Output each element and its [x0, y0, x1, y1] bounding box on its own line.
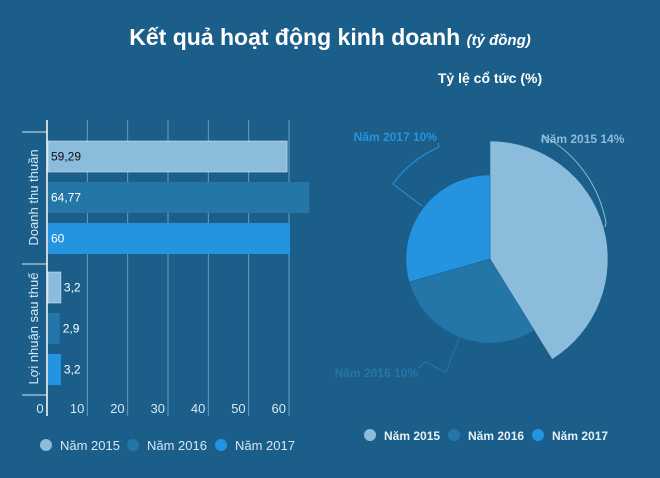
- title-text: Kết quả hoạt động kinh doanh: [129, 24, 461, 50]
- bar: [48, 182, 310, 213]
- x-tick-label: 10: [70, 401, 84, 416]
- pie-slice: [489, 140, 609, 360]
- legend-label: Năm 2017: [235, 438, 295, 453]
- legend-marker: [127, 439, 139, 451]
- pie-slice: [405, 174, 491, 283]
- x-tick-label: 30: [151, 401, 165, 416]
- label-connector: [392, 142, 440, 207]
- x-tick-label: 50: [231, 401, 245, 416]
- legend-marker: [40, 439, 52, 451]
- data-label: 64,77: [51, 191, 81, 205]
- x-tick-label: 0: [36, 401, 43, 416]
- x-tick-label: 40: [191, 401, 205, 416]
- legend-label: Năm 2016: [468, 429, 524, 443]
- data-label: 2,9: [63, 322, 80, 336]
- legend-label: Năm 2016: [147, 438, 207, 453]
- data-label: 3,2: [64, 363, 81, 377]
- pie-title: Tỷ lệ cổ tức (%): [438, 70, 542, 86]
- legend-marker: [532, 429, 544, 441]
- pie-label: Năm 2016 10%: [335, 366, 419, 380]
- label-connector: [417, 337, 460, 373]
- category-label: Doanh thu thuần: [26, 149, 41, 245]
- bar: [48, 223, 290, 254]
- title-unit: (tỷ đồng): [466, 32, 531, 49]
- bar: [48, 313, 60, 344]
- bar: [47, 140, 288, 173]
- label-connector: [540, 135, 607, 228]
- pie-label: Năm 2017 10%: [354, 130, 438, 144]
- legend-marker: [364, 429, 376, 441]
- data-label: 59,29: [51, 150, 81, 164]
- pie-label: Năm 2015 14%: [541, 132, 625, 146]
- legend-label: Năm 2015: [60, 438, 120, 453]
- x-tick-label: 60: [272, 401, 286, 416]
- pie-slice: [408, 258, 535, 344]
- category-label: Lợi nhuận sau thuế: [26, 272, 41, 385]
- x-tick-label: 20: [110, 401, 124, 416]
- bar: [48, 354, 61, 385]
- legend-marker: [448, 429, 460, 441]
- legend-marker: [215, 439, 227, 451]
- data-label: 3,2: [64, 281, 81, 295]
- data-label: 60: [51, 232, 65, 246]
- bar-chart: 0 10 20 30 40 50 60 Doanh thu thuần 59,29 64,77 60…: [22, 120, 310, 453]
- page-title: Kết quả hoạt động kinh doanh (tỷ đồng): [0, 24, 660, 51]
- bar: [47, 271, 62, 304]
- legend-label: Năm 2017: [552, 429, 608, 443]
- legend-label: Năm 2015: [384, 429, 440, 443]
